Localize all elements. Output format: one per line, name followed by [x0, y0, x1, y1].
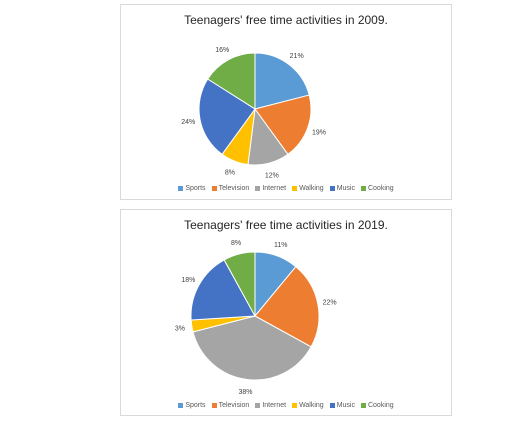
legend-swatch: [211, 402, 217, 408]
legend-swatch: [178, 185, 184, 191]
legend-item-television: Television: [211, 402, 250, 409]
data-label-sports: 21%: [290, 53, 304, 60]
legend-swatch: [255, 185, 261, 191]
legend-item-internet: Internet: [255, 402, 286, 409]
data-label-cooking: 16%: [215, 47, 229, 54]
legend-item-cooking: Cooking: [360, 185, 394, 192]
chart-legend: Sports Television Internet Walking Music Cook…: [121, 402, 451, 409]
legend-label: Music: [336, 185, 355, 192]
data-label-internet: 38%: [238, 389, 252, 396]
legend-label: Internet: [262, 402, 287, 409]
legend-swatch: [329, 402, 335, 408]
data-label-music: 18%: [181, 277, 195, 284]
chart-legend: Sports Television Internet Walking Music Cook…: [121, 185, 451, 192]
legend-label: Television: [218, 185, 250, 192]
legend-item-internet: Internet: [255, 185, 286, 192]
data-label-walking: 8%: [225, 170, 235, 177]
legend-item-walking: Walking: [292, 402, 324, 409]
legend-label: Sports: [185, 185, 206, 192]
legend-label: Walking: [299, 402, 324, 409]
data-label-television: 19%: [312, 130, 326, 137]
legend-item-music: Music: [329, 185, 355, 192]
pie-chart-2019: 11% 22% 38% 3% 18% 8%: [175, 240, 337, 396]
legend-swatch: [329, 185, 335, 191]
legend-item-music: Music: [329, 402, 355, 409]
legend-item-cooking: Cooking: [360, 402, 394, 409]
pie-chart-2009: 21% 19% 12% 8% 24% 16%: [181, 47, 326, 179]
data-label-sports: 11%: [274, 242, 288, 249]
legend-swatch: [360, 402, 366, 408]
legend-item-sports: Sports: [178, 185, 206, 192]
legend-label: Cooking: [367, 185, 394, 192]
pie-slice-music: [190, 259, 256, 321]
legend-label: Television: [218, 402, 250, 409]
legend-item-sports: Sports: [178, 402, 206, 409]
pie-slice-internet: [192, 315, 312, 381]
legend-label: Music: [336, 402, 355, 409]
chart-title: Teenagers' free time activities in 2019.: [184, 218, 388, 232]
chart-panel-2009: Teenagers' free time activities in 2009.…: [120, 4, 452, 200]
pie-slice-music: [198, 78, 256, 156]
legend-label: Sports: [185, 402, 206, 409]
data-label-cooking: 8%: [231, 240, 241, 247]
legend-label: Cooking: [367, 402, 394, 409]
legend-swatch: [255, 402, 261, 408]
data-label-internet: 12%: [265, 172, 279, 179]
chart-panel-2019: Teenagers' free time activities in 2019.…: [120, 209, 452, 416]
legend-swatch: [292, 402, 298, 408]
legend-swatch: [360, 185, 366, 191]
legend-label: Walking: [299, 185, 324, 192]
chart-title: Teenagers' free time activities in 2009.: [184, 13, 388, 27]
legend-item-television: Television: [211, 185, 250, 192]
legend-swatch: [292, 185, 298, 191]
data-label-walking: 3%: [175, 325, 185, 332]
legend-swatch: [178, 402, 184, 408]
legend-label: Internet: [262, 185, 287, 192]
pie-slice-cooking: [223, 251, 256, 317]
pie-slice-cooking: [207, 52, 256, 110]
data-label-television: 22%: [323, 299, 337, 306]
pie-slice-sports: [254, 52, 310, 110]
data-label-music: 24%: [181, 119, 195, 126]
legend-swatch: [211, 185, 217, 191]
legend-item-walking: Walking: [292, 185, 324, 192]
pie-slice-television: [254, 94, 312, 156]
pie-slice-television: [254, 265, 320, 348]
